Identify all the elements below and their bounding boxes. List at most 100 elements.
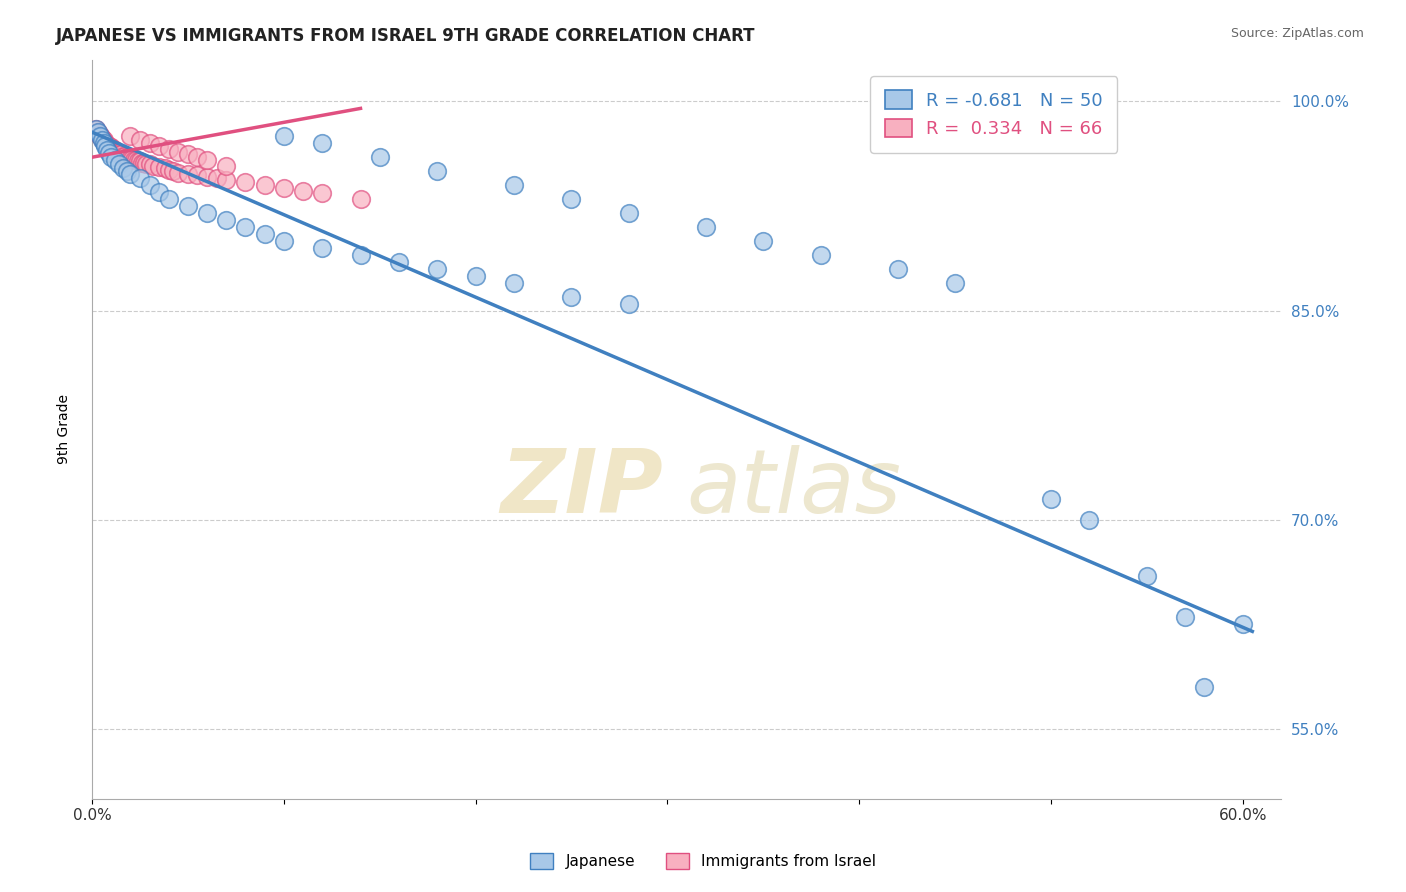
Point (235, 175, 257, 189)
Point (120, 167, 142, 181)
Point (148, 185, 170, 199)
Point (101, 142, 124, 156)
Point (273, 129, 295, 144)
Point (90, 133, 112, 147)
Point (273, 181, 295, 195)
Point (1136, 568, 1159, 582)
Point (105, 145, 128, 159)
Point (148, 160, 170, 174)
Point (349, 192, 371, 206)
Point (142, 159, 165, 173)
Point (195, 153, 218, 167)
Point (114, 149, 136, 163)
Point (115, 164, 138, 178)
Point (117, 150, 139, 164)
Point (617, 206, 640, 220)
Point (93, 133, 115, 147)
Point (560, 192, 582, 206)
Point (253, 227, 276, 241)
Text: Source: ZipAtlas.com: Source: ZipAtlas.com (1230, 27, 1364, 40)
Point (100, 150, 122, 164)
Point (1194, 680, 1216, 694)
Point (195, 169, 218, 184)
Point (177, 147, 200, 161)
Point (96, 143, 118, 157)
Point (127, 154, 149, 169)
Point (368, 150, 391, 164)
Point (153, 161, 176, 176)
Point (129, 154, 152, 169)
Point (101, 143, 124, 157)
Point (195, 206, 218, 220)
Point (886, 261, 908, 276)
Point (94, 139, 117, 153)
Point (94, 136, 117, 151)
Point (1174, 610, 1197, 624)
Point (108, 157, 131, 171)
Point (89, 129, 111, 144)
Point (108, 146, 131, 161)
Point (105, 146, 128, 161)
Point (186, 150, 208, 164)
Point (87, 125, 110, 139)
Point (100, 142, 122, 156)
Point (125, 153, 148, 167)
Text: JAPANESE VS IMMIGRANTS FROM ISRAEL 9TH GRADE CORRELATION CHART: JAPANESE VS IMMIGRANTS FROM ISRAEL 9TH G… (56, 27, 756, 45)
Point (129, 133, 152, 147)
Point (157, 142, 180, 156)
Point (89, 128, 111, 142)
Text: atlas: atlas (686, 445, 901, 532)
Point (167, 165, 190, 179)
Point (157, 162, 180, 177)
Point (138, 178, 160, 193)
Point (177, 199, 200, 213)
Point (96, 137, 118, 152)
Point (943, 276, 966, 290)
Point (110, 147, 132, 161)
Point (388, 255, 411, 269)
Legend: R = -0.681   N = 50, R =  0.334   N = 66: R = -0.681 N = 50, R = 0.334 N = 66 (870, 76, 1118, 153)
Point (1078, 513, 1101, 527)
Point (131, 156, 153, 170)
Point (98, 139, 121, 153)
Point (121, 152, 143, 166)
Point (111, 149, 134, 163)
Point (695, 219, 717, 234)
Point (120, 129, 142, 144)
Legend: Japanese, Immigrants from Israel: Japanese, Immigrants from Israel (524, 847, 882, 875)
Point (104, 153, 127, 167)
Point (135, 157, 157, 171)
Point (235, 219, 257, 234)
Point (87, 125, 110, 139)
Point (167, 145, 190, 159)
Y-axis label: 9th Grade: 9th Grade (58, 394, 72, 464)
Point (1232, 617, 1254, 632)
Point (311, 186, 333, 201)
Point (122, 153, 145, 167)
Point (120, 152, 142, 166)
Point (503, 178, 526, 193)
Point (104, 143, 127, 157)
Point (752, 234, 775, 248)
Point (253, 178, 276, 193)
Point (93, 136, 115, 151)
Point (426, 261, 449, 276)
Point (115, 150, 138, 164)
Point (98, 140, 121, 154)
Point (110, 147, 132, 161)
Text: ZIP: ZIP (501, 445, 662, 532)
Point (215, 172, 238, 186)
Point (111, 161, 134, 176)
Point (349, 248, 371, 262)
Point (98, 146, 121, 161)
Point (84, 122, 107, 136)
Point (138, 136, 160, 151)
Point (464, 268, 486, 283)
Point (132, 156, 155, 170)
Point (177, 167, 200, 181)
Point (810, 248, 832, 262)
Point (157, 192, 180, 206)
Point (104, 145, 127, 159)
Point (426, 164, 449, 178)
Point (503, 276, 526, 290)
